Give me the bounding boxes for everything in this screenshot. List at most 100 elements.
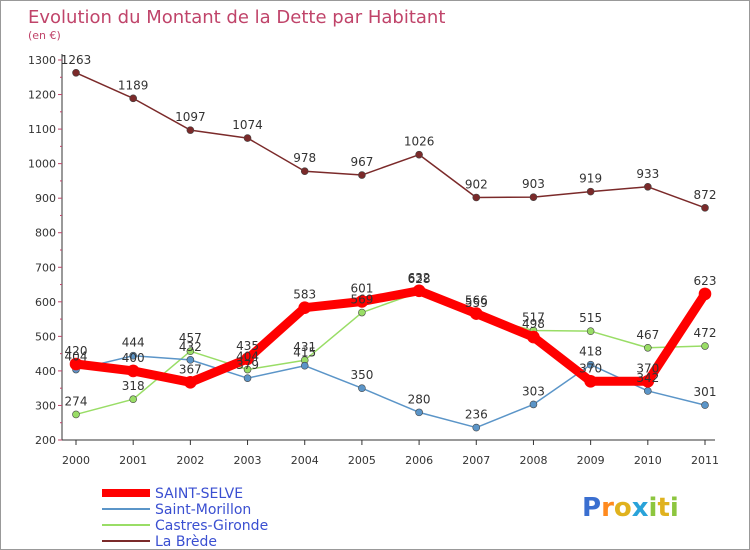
data-label: 415	[293, 346, 316, 360]
x-tick-label: 2006	[405, 454, 433, 467]
y-tick-label: 200	[35, 434, 56, 447]
data-label: 318	[122, 379, 145, 393]
x-tick-label: 2007	[462, 454, 490, 467]
data-point	[472, 423, 481, 432]
data-label: 444	[122, 336, 145, 350]
data-label: 404	[65, 350, 88, 364]
data-label: 280	[408, 392, 431, 406]
data-label: 418	[579, 345, 602, 359]
data-label: 601	[350, 281, 373, 295]
data-label: 350	[350, 368, 373, 382]
data-point	[186, 347, 195, 356]
data-label: 566	[465, 294, 488, 308]
data-point	[72, 68, 80, 77]
data-label: 1263	[61, 53, 92, 67]
data-point	[243, 134, 252, 142]
legend-label: La Brède	[155, 534, 217, 550]
data-point	[72, 410, 80, 419]
y-tick-label: 800	[35, 227, 56, 240]
data-label: 379	[236, 358, 259, 372]
data-label: 569	[350, 293, 373, 307]
data-label: 515	[579, 311, 602, 325]
data-label: 457	[179, 331, 202, 345]
y-tick-label: 900	[35, 192, 56, 205]
data-point	[300, 361, 309, 370]
x-tick-label: 2001	[119, 454, 147, 467]
data-point	[415, 150, 423, 159]
y-tick-label: 1100	[28, 123, 56, 136]
data-point	[529, 400, 538, 409]
data-point	[69, 357, 83, 371]
series-line-3	[75, 72, 706, 209]
data-point	[243, 365, 252, 374]
data-point	[300, 167, 309, 176]
data-label: 1074	[232, 118, 263, 132]
data-point	[586, 360, 595, 369]
logo-letter: i	[649, 493, 658, 523]
x-tick-label: 2002	[176, 454, 204, 467]
data-label: 303	[522, 384, 545, 398]
data-label: 978	[293, 151, 316, 165]
data-point	[358, 384, 366, 392]
data-label: 933	[636, 167, 659, 181]
data-point	[701, 401, 709, 409]
data-point	[469, 307, 483, 320]
data-point	[298, 301, 312, 314]
data-label: 431	[293, 340, 316, 354]
series-line-0	[71, 286, 710, 387]
y-tick-label: 400	[35, 365, 56, 378]
x-tick-label: 2008	[519, 454, 547, 467]
x-tick-label: 2011	[691, 454, 719, 467]
data-point	[644, 182, 652, 191]
data-point	[126, 364, 140, 378]
data-label: 367	[179, 362, 202, 376]
logo-letter: o	[614, 493, 632, 523]
data-label: 1097	[175, 110, 206, 124]
y-tick-label: 1200	[28, 89, 56, 102]
data-point	[358, 308, 366, 317]
data-label: 301	[694, 385, 717, 399]
data-label: 902	[465, 177, 488, 191]
x-tick-label: 2010	[634, 454, 662, 467]
data-point	[355, 295, 369, 308]
data-point	[129, 395, 137, 404]
x-tick-label: 2003	[234, 454, 262, 467]
data-point	[527, 330, 540, 344]
data-point	[186, 356, 195, 364]
data-point	[415, 408, 423, 417]
data-point	[701, 342, 709, 350]
data-label: 967	[350, 155, 373, 169]
data-label: 583	[293, 288, 316, 302]
data-point	[129, 94, 137, 103]
chart-subtitle: (en €)	[28, 29, 61, 42]
data-point	[641, 374, 655, 388]
data-point	[186, 126, 195, 134]
legend-label: Castres-Gironde	[155, 518, 268, 534]
data-point	[412, 284, 426, 298]
y-tick-label: 1000	[28, 158, 56, 171]
data-point	[529, 193, 538, 201]
data-label: 623	[694, 274, 717, 288]
data-point	[241, 352, 254, 366]
data-point	[586, 327, 595, 335]
logo-letter: P	[582, 493, 601, 523]
x-tick-label: 2000	[62, 454, 90, 467]
data-label: 498	[522, 317, 545, 331]
data-label: 467	[636, 328, 659, 342]
data-point	[701, 204, 709, 212]
data-label: 420	[65, 344, 88, 358]
y-tick-label: 1300	[28, 54, 56, 67]
data-label: 370	[579, 361, 602, 375]
y-tick-label: 700	[35, 261, 56, 274]
data-label: 1026	[404, 135, 435, 149]
y-tick-label: 300	[35, 399, 56, 412]
data-labels: 1263 1189 1097 1074 978 967 1026 902 903 919 933 87…	[61, 53, 717, 422]
proxiti-logo: Proxiti	[582, 493, 679, 523]
logo-letter: i	[670, 493, 679, 523]
data-label: 559	[465, 296, 488, 310]
data-label: 404	[236, 350, 259, 364]
data-point	[698, 287, 712, 301]
data-point	[184, 376, 197, 389]
